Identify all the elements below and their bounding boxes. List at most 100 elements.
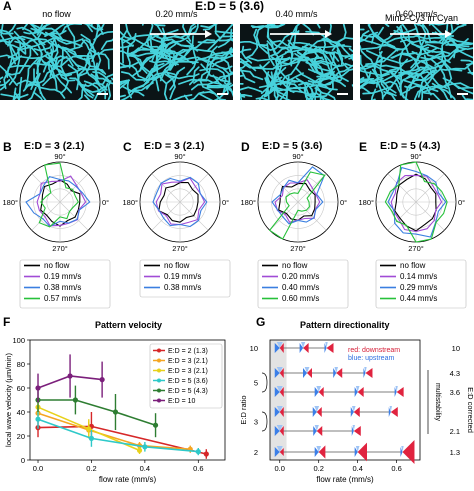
upstream-wedge — [274, 343, 280, 353]
upstream-wedge — [312, 407, 317, 417]
wave-stripe — [360, 44, 376, 70]
wave-stripe — [415, 35, 445, 40]
legend-label: 0.19 mm/s — [164, 272, 201, 281]
angle-label-90: 90° — [292, 152, 303, 161]
wave-stripe — [126, 54, 160, 92]
panel-letter: C — [123, 140, 132, 154]
wave-stripe — [266, 24, 277, 56]
wave-stripe — [42, 72, 73, 87]
upstream-wedge — [303, 368, 308, 378]
y-tick-label: 40 — [17, 408, 25, 417]
legend-label: E:D = 5 (3.6) — [168, 378, 208, 385]
wave-stripe — [285, 75, 290, 100]
wave-stripe — [315, 62, 324, 86]
downstream-wedge — [279, 407, 284, 417]
upstream-wedge — [388, 407, 391, 417]
downstream-wedge — [279, 368, 284, 378]
side-wedge — [364, 367, 367, 373]
image-label: no flow — [42, 9, 71, 19]
wave-stripe — [305, 61, 330, 67]
wave-stripe — [76, 53, 89, 91]
wave-stripe — [12, 87, 17, 100]
polar-title: E:D = 5 (3.6) — [262, 140, 323, 152]
wave-stripe — [360, 77, 375, 81]
x-tick-label: 0.4 — [352, 464, 362, 473]
wave-stripe — [461, 42, 473, 46]
right-tick-label: 4.3 — [450, 369, 460, 378]
angle-label-180: 180° — [122, 198, 138, 207]
polar-plot: 90° 180° 0° 270° no flow 0.20 mm/s 0.40 mm/s 0.… — [240, 152, 349, 309]
side-wedge — [316, 446, 322, 452]
legend-label: 0.44 mm/s — [400, 294, 437, 303]
wave-stripe — [378, 24, 402, 51]
wave-stripe — [292, 41, 318, 48]
downstream-wedge — [357, 442, 367, 462]
wave-stripe — [84, 24, 93, 33]
wave-stripe — [400, 36, 446, 44]
wave-stripe — [217, 28, 233, 48]
wave-stripe — [61, 24, 78, 34]
legend-label: 0.40 mm/s — [282, 283, 319, 292]
polar-legend-box — [19, 259, 111, 309]
angle-label-270: 270° — [290, 244, 306, 253]
wave-stripe — [303, 86, 308, 100]
flow-arrow-head — [325, 30, 332, 38]
panel-g-title: Pattern directionality — [300, 320, 390, 330]
wave-stripe — [360, 36, 392, 47]
legend-label: E:D = 2 (1.3) — [168, 348, 208, 355]
downstream-wedge — [353, 407, 360, 417]
wave-stripe — [174, 51, 196, 65]
wave-stripe — [89, 51, 99, 79]
series-line — [38, 399, 156, 426]
polar-spoke — [269, 201, 299, 231]
polar-spoke — [31, 173, 61, 203]
wave-stripe — [60, 46, 66, 77]
wave-stripe — [33, 68, 47, 100]
wave-stripe — [223, 81, 233, 100]
wave-stripe — [149, 33, 164, 44]
wave-stripe — [405, 64, 443, 73]
wave-stripe — [202, 24, 217, 31]
y-tick-label: 20 — [17, 432, 25, 441]
wave-stripe — [240, 67, 256, 84]
x-tick-label: 0.6 — [193, 464, 203, 473]
x-tick-label: 0.4 — [140, 464, 150, 473]
legend-label: 0.19 mm/s — [44, 272, 81, 281]
left-tick-label: 5 — [254, 379, 258, 388]
wave-stripe — [240, 94, 253, 98]
polar-plot: 90° 180° 0° 270° no flow 0.19 mm/s 0.38 mm/s 0.… — [2, 152, 111, 309]
wave-stripe — [467, 71, 473, 74]
wave-stripe — [240, 58, 290, 70]
data-point — [112, 409, 119, 415]
wave-stripe — [190, 74, 229, 91]
wave-stripe — [259, 64, 271, 94]
y-tick-label: 60 — [17, 384, 25, 393]
upstream-wedge — [363, 368, 366, 378]
legend-label: E:D = 3 (2.1) — [168, 358, 208, 365]
side-wedge — [304, 367, 310, 373]
flow-arrow-head — [205, 30, 212, 38]
plot-frame — [29, 339, 226, 461]
polar-plot: 90° 180° 0° 270° no flow 0.19 mm/s 0.38 mm/s — [122, 152, 231, 298]
wave-stripe — [78, 55, 91, 77]
angle-label-270: 270° — [52, 244, 68, 253]
legend-marker — [157, 398, 161, 403]
wave-stripe — [96, 24, 105, 33]
polar-spoke — [59, 173, 89, 203]
wave-stripe — [0, 30, 14, 35]
legend-label: E:D = 5 (4.3) — [168, 388, 208, 395]
wave-stripe — [120, 79, 131, 87]
wave-stripe — [4, 46, 32, 76]
plot-frame — [269, 339, 421, 461]
image-label: 0.20 mm/s — [155, 9, 198, 19]
image-label: 0.60 mm/s — [395, 9, 438, 19]
x-axis-label: flow rate (mm/s) — [316, 475, 374, 484]
wave-stripe — [125, 24, 132, 38]
wave-stripe — [169, 66, 186, 91]
wave-stripe — [360, 86, 371, 94]
upstream-wedge — [394, 387, 397, 397]
wave-stripe — [36, 43, 60, 75]
wave-stripe — [32, 91, 43, 100]
angle-label-270: 270° — [408, 244, 424, 253]
wave-stripe — [82, 24, 104, 31]
